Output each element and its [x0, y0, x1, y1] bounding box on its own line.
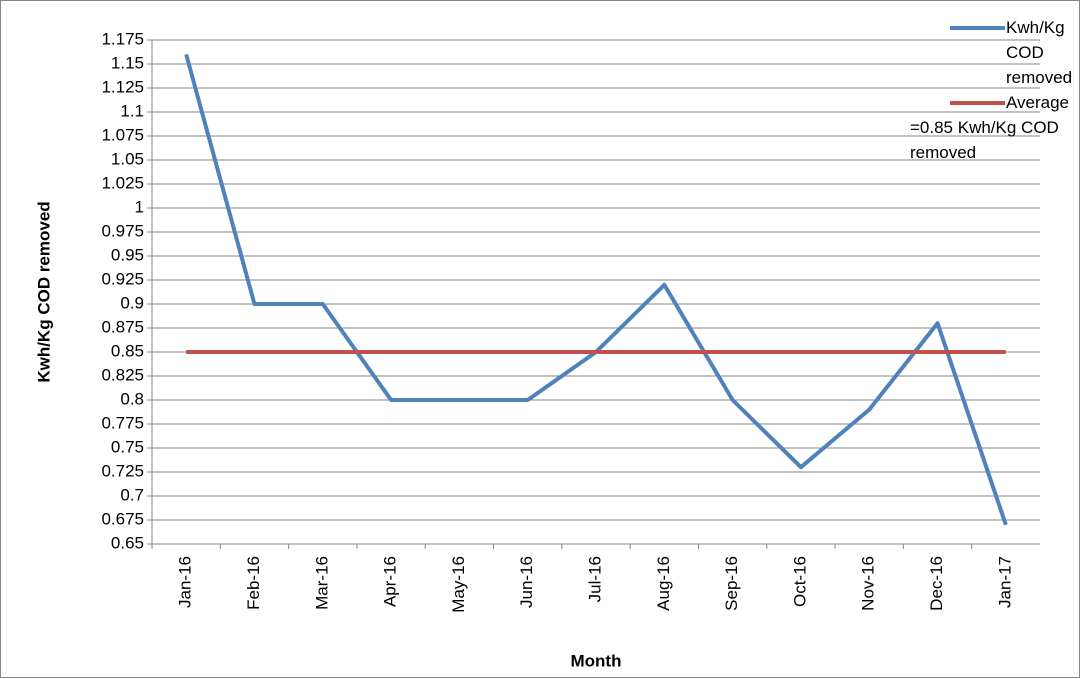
y-tick-label: 0.825 — [101, 365, 144, 384]
x-tick-label: Apr-16 — [381, 556, 400, 607]
y-axis-title: Kwh/Kg COD removed — [34, 201, 53, 382]
y-tick-label: 0.75 — [111, 437, 144, 456]
y-tick-label: 0.85 — [111, 341, 144, 360]
y-tick-label: 0.675 — [101, 509, 144, 528]
y-tick-label: 0.7 — [120, 485, 144, 504]
y-tick-label: 0.95 — [111, 245, 144, 264]
x-tick-label: Jan-17 — [995, 556, 1014, 608]
y-tick-label: 1.1 — [120, 101, 144, 120]
y-tick-label: 1.125 — [101, 77, 144, 96]
x-tick-label: Nov-16 — [859, 556, 878, 611]
x-tick-label: Jan-16 — [176, 556, 195, 608]
x-tick-label: Dec-16 — [927, 556, 946, 611]
x-tick-label: Oct-16 — [790, 556, 809, 607]
y-tick-label: 0.925 — [101, 269, 144, 288]
x-axis-title: Month — [571, 651, 622, 670]
y-tick-label: 0.875 — [101, 317, 144, 336]
y-tick-label: 0.775 — [101, 413, 144, 432]
y-tick-label: 1 — [135, 197, 144, 216]
y-tick-label: 1.05 — [111, 149, 144, 168]
y-tick-label: 1.075 — [101, 125, 144, 144]
x-tick-label: Jun-16 — [517, 556, 536, 608]
x-tick-label: Aug-16 — [654, 556, 673, 611]
y-tick-label: 1.175 — [101, 29, 144, 48]
x-tick-label: Mar-16 — [312, 556, 331, 610]
y-tick-label: 1.025 — [101, 173, 144, 192]
x-tick-label: Jul-16 — [585, 556, 604, 602]
y-tick-label: 0.8 — [120, 389, 144, 408]
legend-label: Average =0.85 Kwh/Kg COD removed — [910, 93, 1070, 162]
x-tick-label: May-16 — [449, 556, 468, 613]
y-tick-label: 0.65 — [111, 533, 144, 552]
x-tick-label: Feb-16 — [244, 556, 263, 610]
y-tick-label: 1.15 — [111, 53, 144, 72]
legend-label: Kwh/Kg COD removed — [1006, 18, 1073, 87]
y-tick-label: 0.725 — [101, 461, 144, 480]
y-tick-label: 0.975 — [101, 221, 144, 240]
x-tick-label: Sep-16 — [722, 556, 741, 611]
y-tick-label: 0.9 — [120, 293, 144, 312]
